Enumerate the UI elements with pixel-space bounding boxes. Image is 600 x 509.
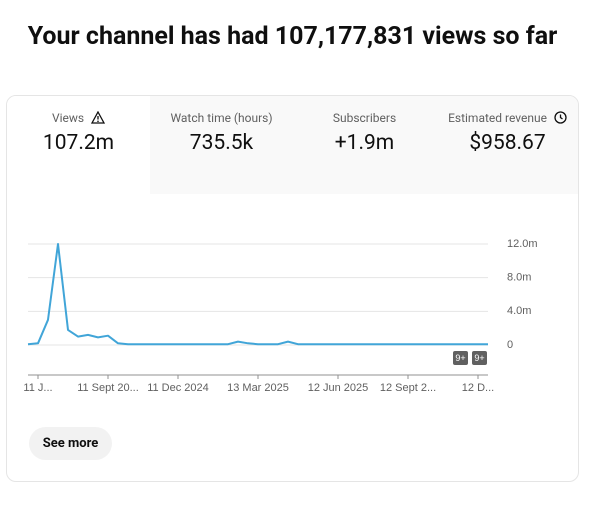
tab-value: +1.9m <box>334 131 395 155</box>
tab-label: Estimated revenue <box>436 111 578 125</box>
clock-icon <box>554 111 567 124</box>
tab-label-text: Views <box>51 111 85 125</box>
y-tick-label: 0 <box>507 339 513 351</box>
page-title: Your channel has had 107,177,831 views s… <box>27 22 558 51</box>
x-tick-label: 12 D... <box>462 382 494 394</box>
tab-label: Views <box>7 110 150 125</box>
badge-label: 9+ <box>455 353 465 363</box>
y-tick-label: 12.0m <box>507 238 538 250</box>
tab-value: 107.2m <box>42 131 115 155</box>
tab-value: 735.5k <box>189 131 254 155</box>
tab-label: Subscribers <box>332 111 397 125</box>
tab[interactable]: Estimated revenue $958.67 <box>436 96 578 194</box>
y-tick-label: 4.0m <box>507 305 531 317</box>
tab-label: Watch time (hours) <box>170 111 273 125</box>
tab-label-text: Estimated revenue <box>448 111 547 125</box>
badge: 9+ <box>453 351 468 365</box>
badge-box <box>472 351 487 365</box>
analytics-card: Views 107.2m Watch time (hours) 735.5k S… <box>6 95 579 482</box>
badge: 9+ <box>472 351 487 365</box>
line-series <box>27 243 488 346</box>
x-tick-label: 12 Jun 2025 <box>308 382 369 394</box>
y-tick-label: 8.0m <box>507 272 531 284</box>
tab[interactable]: Subscribers +1.9m <box>293 96 436 194</box>
badge-label: 9+ <box>474 353 484 363</box>
x-tick-label: 13 Mar 2025 <box>227 382 289 394</box>
badge-box <box>453 351 468 365</box>
tab[interactable]: Views 107.2m <box>7 96 150 194</box>
warning-icon <box>90 110 106 124</box>
x-tick-label: 12 Sept 2... <box>380 382 436 394</box>
tab[interactable]: Watch time (hours) 735.5k <box>150 96 293 194</box>
x-tick-label: 11 Sept 20... <box>77 382 139 394</box>
x-tick-label: 11 J... <box>23 382 52 394</box>
see-more-button[interactable]: See more <box>29 427 112 460</box>
tab-value: $958.67 <box>469 131 546 155</box>
x-tick-label: 11 Dec 2024 <box>147 382 209 394</box>
